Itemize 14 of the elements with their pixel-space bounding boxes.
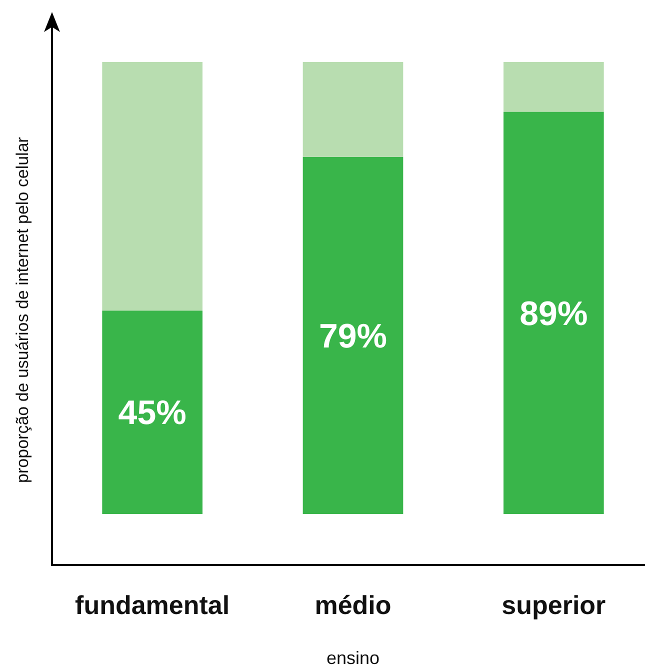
bar [504, 62, 604, 112]
bar [302, 156, 404, 514]
data-label: 45% [118, 394, 186, 432]
bar [102, 62, 202, 311]
data-label: 89% [520, 294, 588, 333]
x-axis-title: ensino [326, 648, 380, 668]
x-tick-label: fundamental [75, 590, 230, 620]
x-tick-label: médio [314, 590, 392, 620]
bar [302, 62, 404, 157]
data-label: 79% [318, 317, 388, 356]
x-tick-label: superior [502, 590, 606, 620]
y-axis-title: proporção de usuários de internet pelo celular [13, 136, 32, 483]
bar [504, 112, 604, 514]
bar [102, 310, 202, 514]
